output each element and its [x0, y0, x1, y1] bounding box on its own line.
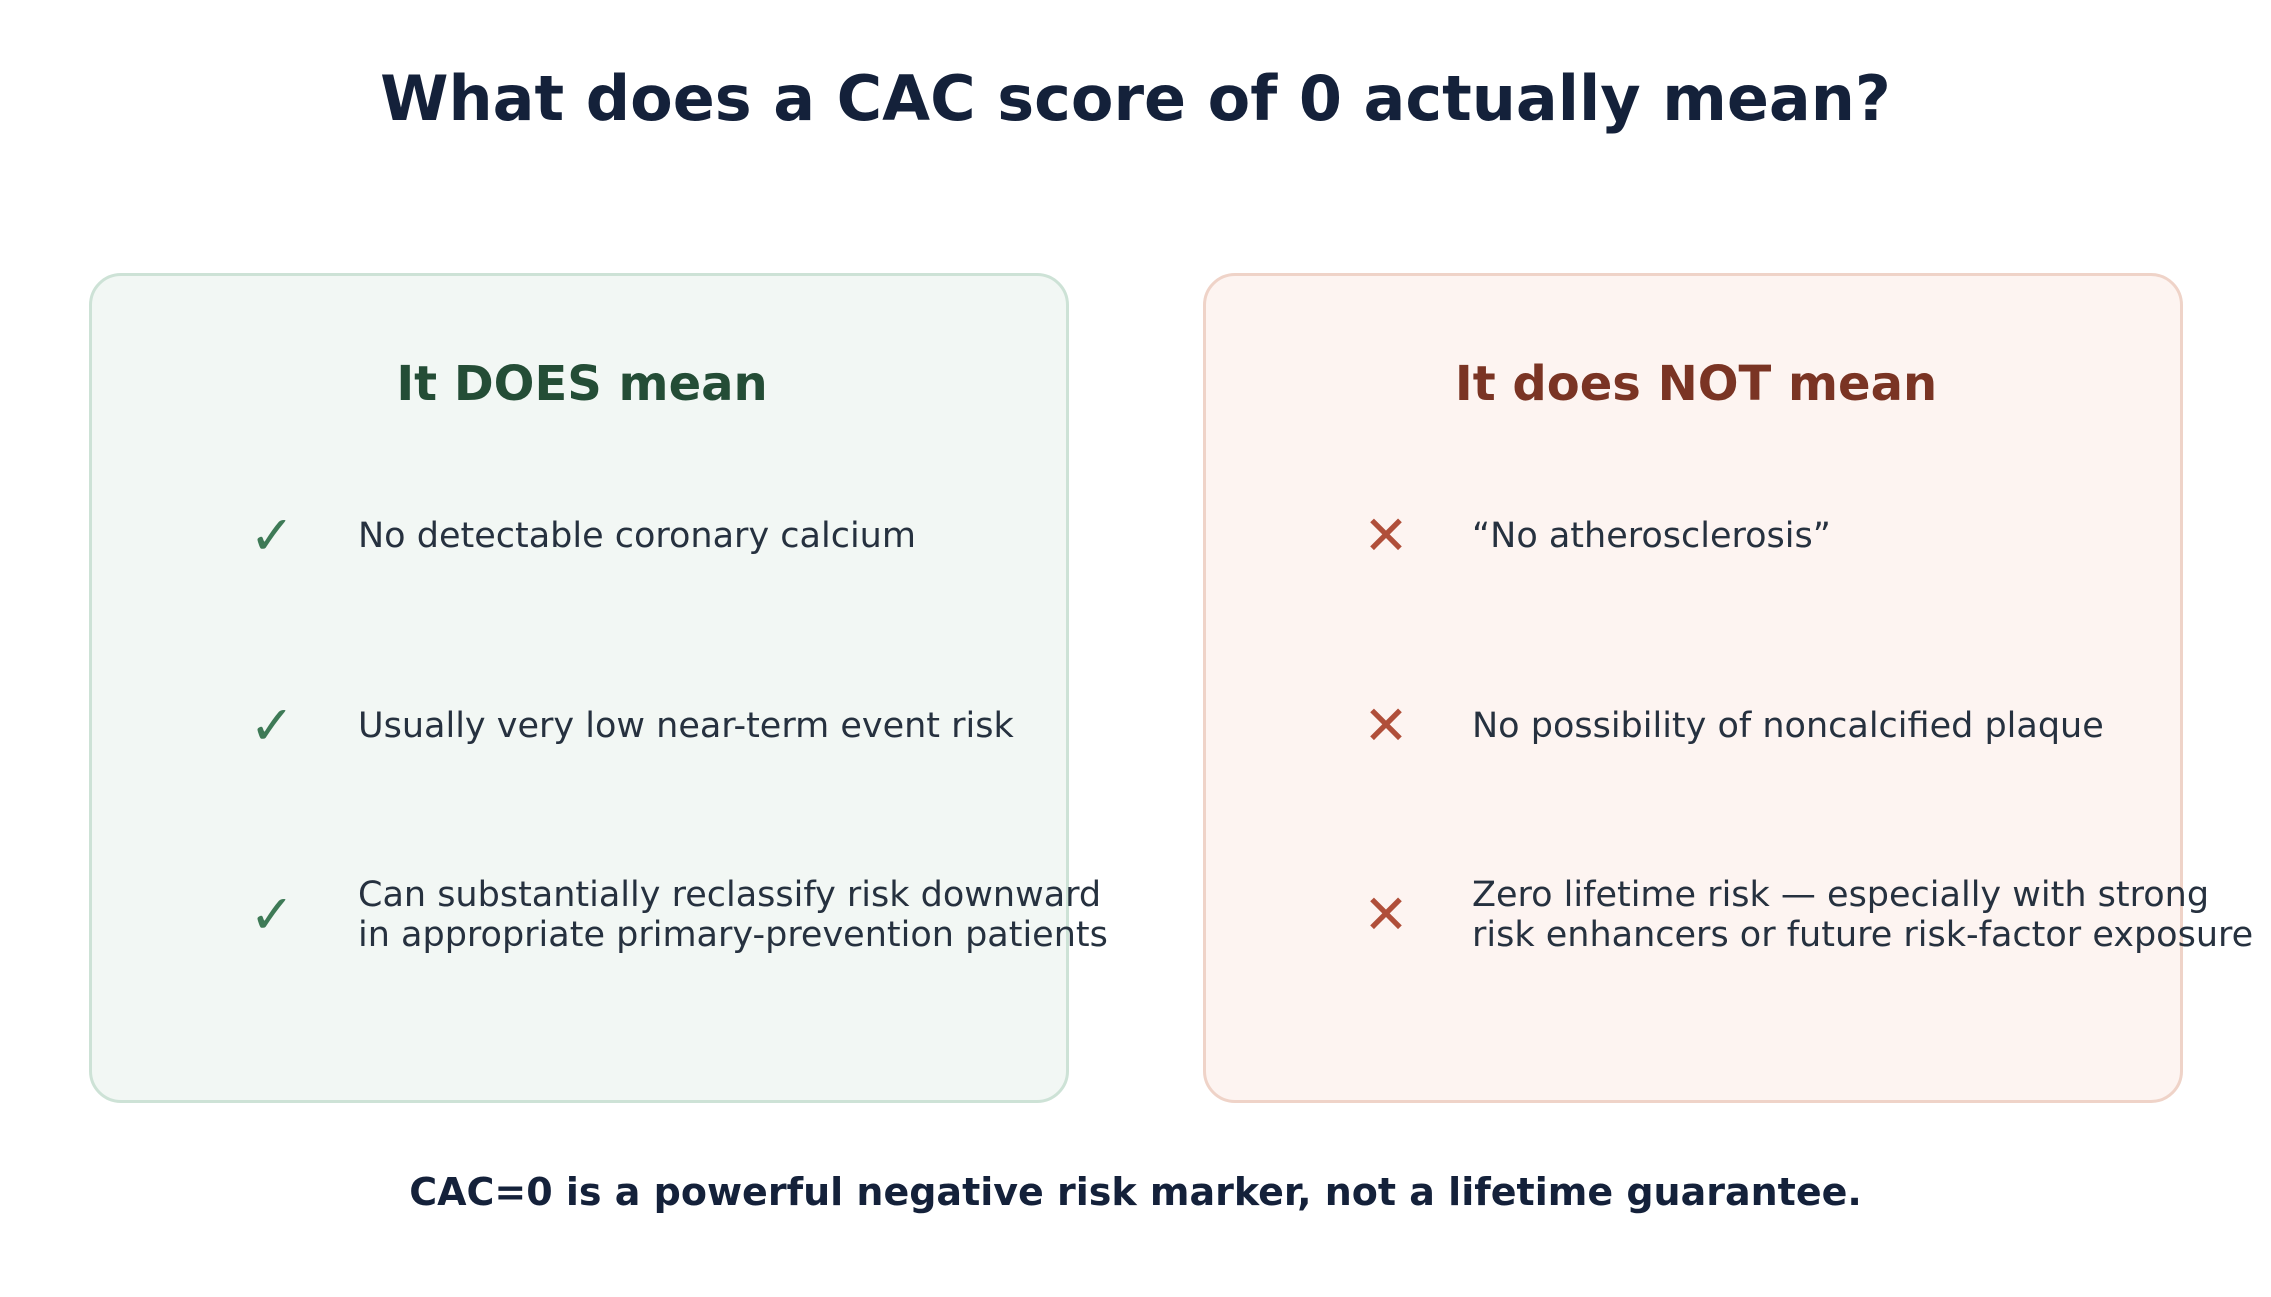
check-icon: ✓	[249, 504, 295, 567]
check-icon: ✓	[249, 883, 295, 946]
summary-footer: CAC=0 is a powerful negative risk marker…	[409, 1170, 1862, 1214]
does-item-text: Usually very low near-term event risk	[358, 706, 1014, 746]
does-not-item: ✕ “No atherosclerosis”	[1206, 476, 2186, 596]
page-title: What does a CAC score of 0 actually mean…	[380, 62, 1891, 135]
does-mean-heading: It DOES mean	[396, 356, 768, 412]
does-not-item: ✕ Zero lifetime risk — especially with s…	[1206, 855, 2253, 975]
does-item: ✓ Usually very low near-term event risk	[92, 666, 1072, 786]
does-not-item-text: No possibility of noncalcified plaque	[1472, 706, 2104, 746]
cross-icon: ✕	[1363, 883, 1409, 946]
does-item-text: No detectable coronary calcium	[358, 516, 916, 556]
does-not-item: ✕ No possibility of noncalcified plaque	[1206, 666, 2186, 786]
check-icon: ✓	[249, 694, 295, 757]
cross-icon: ✕	[1363, 504, 1409, 567]
cross-icon: ✕	[1363, 694, 1409, 757]
does-not-item-text: “No atherosclerosis”	[1472, 516, 1831, 556]
does-item: ✓ No detectable coronary calcium	[92, 476, 1072, 596]
does-not-mean-heading: It does NOT mean	[1454, 356, 1938, 412]
does-mean-panel: It DOES mean ✓ No detectable coronary ca…	[89, 273, 1108, 1103]
does-item: ✓ Can substantially reclassify risk down…	[92, 855, 1107, 975]
does-not-item-text: Zero lifetime risk — especially with str…	[1472, 875, 2254, 955]
does-not-mean-panel: It does NOT mean ✕ “No atherosclerosis” …	[1203, 273, 2253, 1103]
does-item-text: Can substantially reclassify risk downwa…	[358, 875, 1108, 955]
